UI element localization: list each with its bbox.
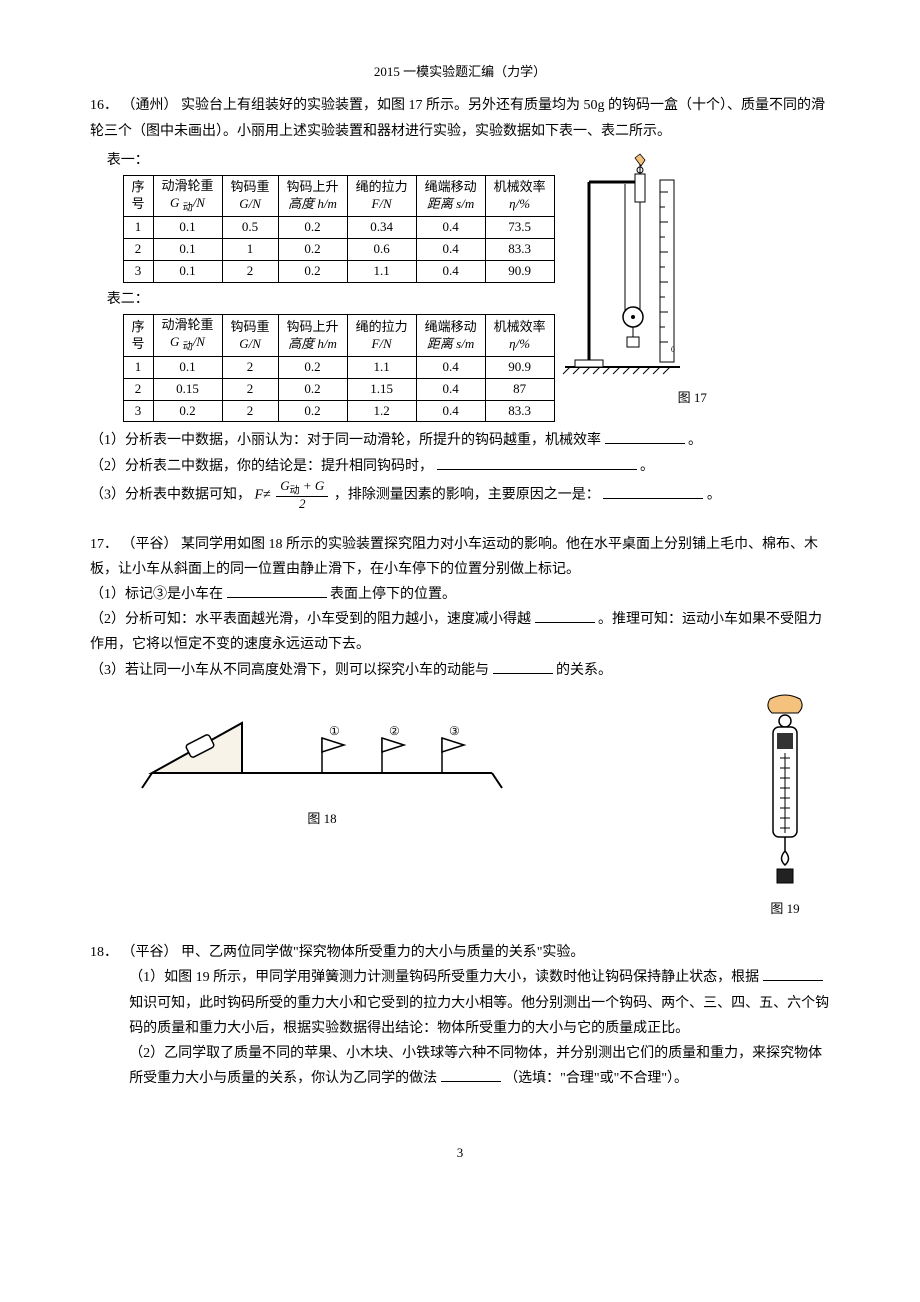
svg-text:③: ③: [449, 724, 460, 738]
question-18: 18． （平谷） 甲、乙两位同学做"探究物体所受重力的大小与质量的关系"实验。 …: [90, 940, 830, 1091]
table1-label: 表一：: [107, 148, 555, 173]
q18-num: 18．: [90, 945, 118, 960]
page-header: 2015 一模实验题汇编（力学）: [90, 60, 830, 83]
q16-p3b: ，排除测量因素的影响，主要原因之一是：: [334, 488, 600, 503]
figure-19-icon: [750, 693, 820, 893]
fraction-icon: G动 + G 2: [276, 479, 328, 512]
svg-text:①: ①: [329, 724, 340, 738]
blank-input[interactable]: [763, 966, 823, 981]
page-number: 3: [90, 1141, 830, 1164]
q17-text: 某同学用如图 18 所示的实验装置探究阻力对小车运动的影响。他在水平桌面上分别铺…: [90, 537, 818, 577]
table-row: 10.10.50.20.340.473.5: [123, 217, 554, 239]
q17-p1b: 表面上停下的位置。: [330, 587, 456, 602]
blank-input[interactable]: [437, 455, 637, 470]
figure-17-caption: 图 17: [555, 386, 830, 409]
blank-input[interactable]: [493, 659, 553, 674]
table-row: 10.120.21.10.490.9: [123, 356, 554, 378]
blank-input[interactable]: [227, 583, 327, 598]
blank-input[interactable]: [603, 484, 703, 499]
table-2: 序号 动滑轮重G 动/N 钩码重G/N 钩码上升高度 h/m 绳的拉力F/N 绳…: [123, 314, 555, 422]
q18-p1b: 知识可知，此时钩码所受的重力大小和它受到的拉力大小相等。他分别测出一个钩码、两个…: [129, 996, 829, 1036]
figure-18-icon: ① ② ③: [132, 693, 512, 803]
question-16: 16． （通州） 实验台上有组装好的实验装置，如图 17 所示。另外还有质量均为…: [90, 93, 830, 511]
figure-17-icon: 0: [555, 152, 685, 382]
question-17: 17． （平谷） 某同学用如图 18 所示的实验装置探究阻力对小车运动的影响。他…: [90, 532, 830, 921]
svg-text:0: 0: [671, 345, 675, 354]
q18-p1a: （1）如图 19 所示，甲同学用弹簧测力计测量钩码所受重力大小，读数时他让钩码保…: [129, 970, 759, 985]
q18-p2b: （选填："合理"或"不合理"）。: [504, 1071, 688, 1086]
table-row: 20.110.20.60.483.3: [123, 239, 554, 261]
figure-18-caption: 图 18: [132, 807, 512, 830]
q16-p2: （2）分析表二中数据，你的结论是：提升相同钩码时，: [90, 459, 433, 474]
blank-input[interactable]: [441, 1067, 501, 1082]
q17-p2a: （2）分析可知：水平表面越光滑，小车受到的阻力越小，速度减小得越: [90, 612, 531, 627]
table-1: 序号 动滑轮重G 动/N 钩码重G/N 钩码上升高度 h/m 绳的拉力F/N 绳…: [123, 175, 555, 283]
q17-src: （平谷）: [122, 537, 178, 552]
q17-num: 17．: [90, 537, 118, 552]
blank-input[interactable]: [535, 608, 595, 623]
q16-src: （通州）: [122, 98, 178, 113]
svg-text:②: ②: [389, 724, 400, 738]
table-row: 20.1520.21.150.487: [123, 378, 554, 400]
q16-p3a: （3）分析表中数据可知，: [90, 488, 251, 503]
q18-src: （平谷）: [122, 945, 178, 960]
blank-input[interactable]: [605, 429, 685, 444]
q17-p3b: 的关系。: [556, 663, 612, 678]
table-row: 30.120.21.10.490.9: [123, 261, 554, 283]
table-row: 30.220.21.20.483.3: [123, 400, 554, 422]
q16-text: 实验台上有组装好的实验装置，如图 17 所示。另外还有质量均为 50g 的钩码一…: [90, 98, 825, 138]
q16-p1: （1）分析表一中数据，小丽认为：对于同一动滑轮，所提升的钩码越重，机械效率: [90, 433, 601, 448]
q16-num: 16．: [90, 98, 118, 113]
q17-p3a: （3）若让同一小车从不同高度处滑下，则可以探究小车的动能与: [90, 663, 489, 678]
q18-text: 甲、乙两位同学做"探究物体所受重力的大小与质量的关系"实验。: [181, 945, 584, 960]
q17-p1a: （1）标记③是小车在: [90, 587, 223, 602]
table2-label: 表二：: [107, 287, 555, 312]
figure-19-caption: 图 19: [750, 897, 820, 920]
